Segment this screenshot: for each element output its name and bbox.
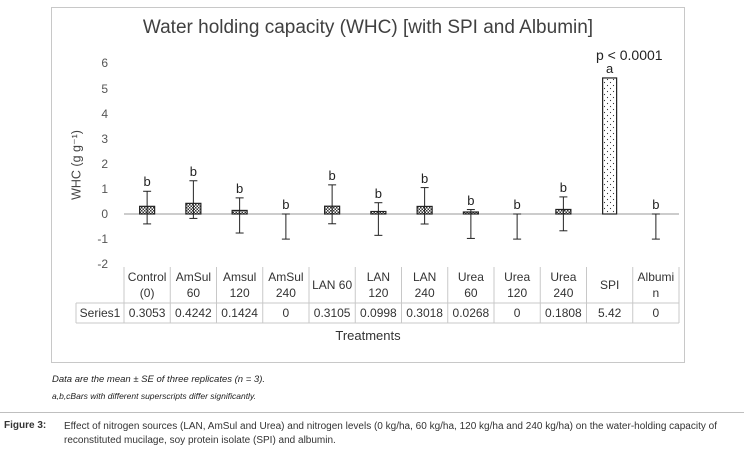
y-tick-label: 4 — [101, 106, 108, 121]
significance-letter: b — [652, 197, 660, 212]
significance-letter: b — [559, 179, 567, 195]
value-cell: 0.3105 — [313, 306, 351, 320]
note-superscripts: a,b,cBars with different superscripts di… — [52, 391, 256, 401]
note-mean-se: Data are the mean ± SE of three replicat… — [52, 374, 266, 385]
value-cell: 0.1424 — [221, 306, 258, 320]
category-label: Urea 240 — [550, 270, 577, 300]
y-tick-label: 1 — [101, 181, 108, 196]
value-cell: 0.1808 — [545, 306, 582, 320]
value-cell: 0 — [652, 306, 660, 320]
significance-letter: b — [467, 192, 475, 208]
y-tick-label: -2 — [97, 257, 108, 272]
significance-letter: b — [189, 163, 197, 179]
value-cell: 0.4242 — [175, 306, 212, 320]
significance-letter: a — [606, 60, 614, 76]
significance-letter: b — [421, 170, 429, 186]
chart-frame — [51, 7, 685, 363]
significance-letter: b — [236, 180, 244, 196]
value-cell: 0 — [282, 306, 290, 320]
error-bar — [374, 202, 383, 236]
error-bar — [466, 209, 475, 239]
category-label: AmSul 240 — [268, 270, 304, 300]
value-cell: 0.0998 — [360, 306, 397, 320]
value-cell: 0.0268 — [452, 306, 490, 320]
significance-letter: b — [328, 167, 336, 183]
error-bar — [420, 187, 429, 225]
category-label: SPI — [599, 278, 620, 292]
value-cell: 5.42 — [597, 306, 622, 320]
caption-text: Effect of nitrogen sources (LAN, AmSul a… — [64, 421, 717, 446]
category-label: LAN 120 — [366, 270, 391, 300]
p-value-annotation: p < 0.0001 — [596, 47, 663, 63]
category-label: Urea 120 — [504, 270, 531, 300]
error-bar — [143, 190, 152, 225]
category-label: LAN 60 — [312, 278, 353, 292]
significance-letter: b — [282, 197, 290, 212]
error-bar — [651, 213, 660, 240]
category-label: AmSul 60 — [175, 270, 212, 300]
caption-label: Figure 3: — [4, 420, 47, 431]
chart-title: Water holding capacity (WHC) [with SPI a… — [142, 17, 594, 38]
y-tick-label: 5 — [101, 81, 108, 96]
category-label: Albumi n — [637, 270, 675, 300]
significance-letter: b — [143, 174, 151, 190]
category-label: Amsul 120 — [222, 270, 257, 300]
error-bar — [235, 197, 244, 234]
x-axis-label: Treatments — [335, 328, 401, 343]
value-cell: 0.3018 — [406, 306, 443, 320]
value-cell: 0 — [513, 306, 521, 320]
y-tick-label: -1 — [97, 232, 108, 247]
y-tick-label: 0 — [101, 207, 108, 221]
y-tick-label: 6 — [101, 56, 108, 71]
value-cell: 0.3053 — [128, 306, 166, 320]
significance-letter: b — [374, 185, 382, 201]
error-bar — [328, 184, 337, 225]
error-bar — [281, 213, 290, 240]
caption-divider — [0, 412, 744, 413]
bar — [602, 77, 618, 215]
category-label: LAN 240 — [412, 270, 437, 300]
error-bar — [513, 213, 522, 240]
error-bar — [559, 196, 568, 232]
significance-letter: b — [513, 197, 521, 212]
y-tick-label: 2 — [101, 156, 108, 171]
series-name-cell: Series1 — [79, 306, 121, 320]
error-bar — [189, 180, 198, 219]
category-label: Control (0) — [127, 270, 167, 300]
category-label: Urea 60 — [457, 270, 484, 300]
y-tick-label: 3 — [101, 131, 108, 146]
